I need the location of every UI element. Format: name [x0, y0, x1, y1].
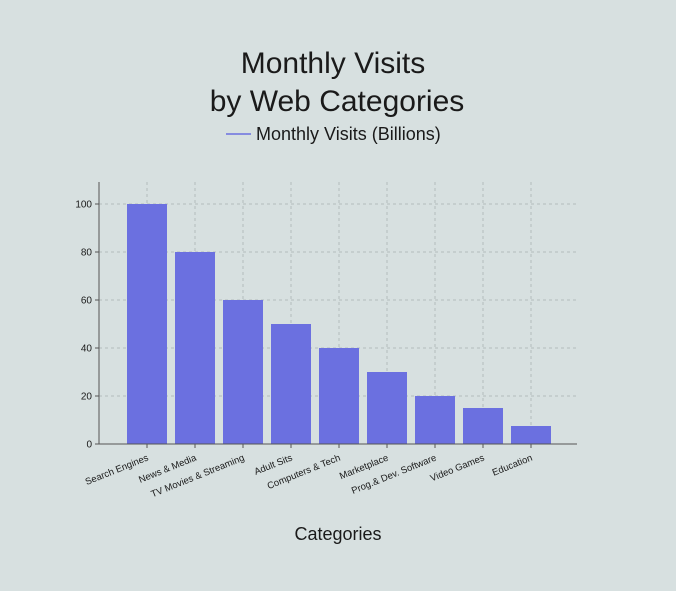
x-tick-label: Education: [491, 453, 534, 479]
y-tick-label: 0: [86, 440, 92, 451]
bar: [271, 324, 311, 444]
bar: [511, 426, 551, 444]
y-tick-label: 60: [81, 296, 93, 307]
bar: [223, 300, 263, 444]
legend-label: Monthly Visits (Billions): [256, 124, 441, 144]
bar: [415, 396, 455, 444]
bar: [127, 204, 167, 444]
x-tick-label: Prog.& Dev. Software: [350, 453, 438, 497]
axes: [98, 182, 577, 448]
chart-title-line-1: Monthly Visits: [241, 47, 426, 80]
y-tick-label: 40: [81, 344, 93, 355]
x-axis-label: Categories: [294, 524, 381, 544]
chart-title-line-2: by Web Categories: [210, 85, 465, 118]
y-tick-labels: 0 20 40 60 80 100: [75, 200, 92, 451]
x-tick-label: Video Games: [429, 452, 487, 484]
bar: [175, 252, 215, 444]
y-tick-label: 100: [75, 200, 92, 211]
bar: [367, 372, 407, 444]
y-tick-label: 80: [81, 248, 93, 259]
y-tick-label: 20: [81, 392, 93, 403]
bar: [319, 348, 359, 444]
bar: [463, 408, 503, 444]
bars: [127, 204, 551, 444]
